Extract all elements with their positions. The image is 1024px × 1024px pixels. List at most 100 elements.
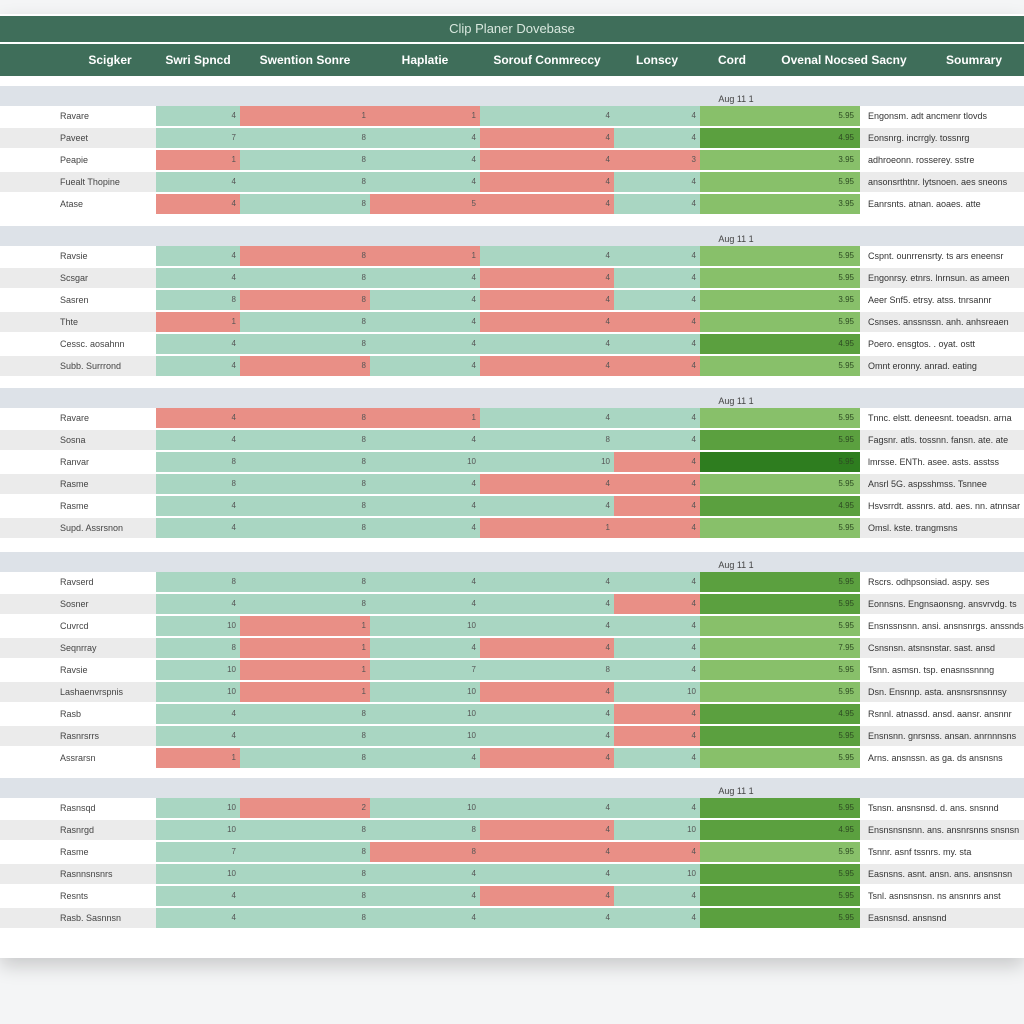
score-cell[interactable]: 8 <box>240 150 370 170</box>
score-cell[interactable]: 4 <box>614 430 700 450</box>
score-cell[interactable]: 8 <box>240 356 370 376</box>
score-cell[interactable]: 4 <box>480 908 614 928</box>
summary-cell[interactable]: Aeer Snf5. etrsy. atss. tnrsannr <box>868 295 992 305</box>
speaker-name-cell[interactable]: Scsgar <box>60 273 89 283</box>
score-cell[interactable]: 4 <box>480 106 614 126</box>
score-cell[interactable]: 4 <box>480 268 614 288</box>
score-cell[interactable]: 4 <box>156 726 240 746</box>
score-cell[interactable]: 1 <box>156 150 240 170</box>
score-cell[interactable]: 8 <box>240 128 370 148</box>
score-cell[interactable]: 8 <box>480 660 614 680</box>
table-row[interactable]: Ravserd 8 8 4 4 4 5.95 Rscrs. odhpsonsiad. aspy… <box>0 572 1024 592</box>
score-cell[interactable]: 4 <box>614 356 700 376</box>
overall-score-cell[interactable]: 5.95 <box>700 312 860 332</box>
summary-cell[interactable]: Tsnl. asnsnsnsn. ns ansnnrs anst <box>868 891 1001 901</box>
table-row[interactable]: Ravsie 4 8 1 4 4 5.95 Cspnt. ounrrensrty. ts ar… <box>0 246 1024 266</box>
score-cell[interactable]: 4 <box>156 430 240 450</box>
speaker-name-cell[interactable]: Fuealt Thopine <box>60 177 120 187</box>
column-header[interactable]: Sorouf Conmreccy <box>493 53 601 67</box>
speaker-name-cell[interactable]: Sasren <box>60 295 89 305</box>
score-cell[interactable]: 4 <box>480 682 614 702</box>
score-cell[interactable]: 1 <box>156 312 240 332</box>
score-cell[interactable]: 10 <box>156 682 240 702</box>
score-cell[interactable]: 4 <box>614 660 700 680</box>
overall-score-cell[interactable]: 7.95 <box>700 638 860 658</box>
score-cell[interactable]: 8 <box>240 290 370 310</box>
summary-cell[interactable]: Rsnnl. atnassd. ansd. aansr. ansnnr <box>868 709 1012 719</box>
score-cell[interactable]: 4 <box>370 864 480 884</box>
speaker-name-cell[interactable]: Cessc. aosahnn <box>60 339 125 349</box>
speaker-name-cell[interactable]: Resnts <box>60 891 89 901</box>
score-cell[interactable]: 4 <box>370 594 480 614</box>
score-cell[interactable]: 4 <box>614 908 700 928</box>
score-cell[interactable]: 4 <box>156 408 240 428</box>
score-cell[interactable]: 4 <box>370 748 480 768</box>
table-row[interactable]: Supd. Assrsnon 4 8 4 1 4 5.95 Omsl. kste. trang… <box>0 518 1024 538</box>
score-cell[interactable]: 4 <box>480 150 614 170</box>
speaker-name-cell[interactable]: Sosna <box>60 435 86 445</box>
overall-score-cell[interactable]: 4.95 <box>700 704 860 724</box>
score-cell[interactable]: 4 <box>614 886 700 906</box>
score-cell[interactable]: 4 <box>480 356 614 376</box>
speaker-name-cell[interactable]: Cuvrcd <box>60 621 89 631</box>
score-cell[interactable]: 10 <box>614 682 700 702</box>
overall-score-cell[interactable]: 3.95 <box>700 194 860 214</box>
score-cell[interactable]: 1 <box>370 106 480 126</box>
score-cell[interactable]: 4 <box>156 246 240 266</box>
score-cell[interactable]: 8 <box>370 842 480 862</box>
score-cell[interactable]: 4 <box>156 172 240 192</box>
score-cell[interactable]: 8 <box>240 496 370 516</box>
overall-score-cell[interactable]: 5.95 <box>700 886 860 906</box>
column-header[interactable]: Scigker <box>88 53 132 67</box>
score-cell[interactable]: 1 <box>240 106 370 126</box>
score-cell[interactable]: 8 <box>240 864 370 884</box>
score-cell[interactable]: 4 <box>614 452 700 472</box>
speaker-name-cell[interactable]: Supd. Assrsnon <box>60 523 124 533</box>
score-cell[interactable]: 10 <box>156 820 240 840</box>
table-row[interactable]: Ravsie 10 1 7 8 4 5.95 Tsnn. asmsn. tsp. enasns… <box>0 660 1024 680</box>
overall-score-cell[interactable]: 4.95 <box>700 334 860 354</box>
score-cell[interactable]: 4 <box>480 842 614 862</box>
summary-cell[interactable]: Eonsnrg. incrrgly. tossnrg <box>868 133 970 143</box>
summary-cell[interactable]: Csnses. anssnssn. anh. anhsreaen <box>868 317 1009 327</box>
table-row[interactable]: Sosner 4 8 4 4 4 5.95 Eonnsns. Engnsaonsng. ans… <box>0 594 1024 614</box>
summary-cell[interactable]: Tsnsn. ansnsnsd. d. ans. snsnnd <box>868 803 999 813</box>
score-cell[interactable]: 4 <box>480 748 614 768</box>
score-cell[interactable]: 8 <box>240 594 370 614</box>
overall-score-cell[interactable]: 5.95 <box>700 172 860 192</box>
score-cell[interactable]: 8 <box>240 886 370 906</box>
overall-score-cell[interactable]: 5.95 <box>700 452 860 472</box>
score-cell[interactable]: 4 <box>370 474 480 494</box>
score-cell[interactable]: 8 <box>480 430 614 450</box>
table-row[interactable]: Rasme 4 8 4 4 4 4.95 Hsvsrrdt. assnrs. atd. aes… <box>0 496 1024 516</box>
score-cell[interactable]: 10 <box>614 864 700 884</box>
score-cell[interactable]: 8 <box>240 172 370 192</box>
overall-score-cell[interactable]: 5.95 <box>700 842 860 862</box>
score-cell[interactable]: 4 <box>480 496 614 516</box>
score-cell[interactable]: 4 <box>480 572 614 592</box>
score-cell[interactable]: 10 <box>370 452 480 472</box>
table-row[interactable]: Assrarsn 1 8 4 4 4 5.95 Arns. ansnssn. as ga. d… <box>0 748 1024 768</box>
score-cell[interactable]: 1 <box>240 660 370 680</box>
overall-score-cell[interactable]: 5.95 <box>700 864 860 884</box>
score-cell[interactable]: 4 <box>614 518 700 538</box>
summary-cell[interactable]: Eanrsnts. atnan. aoaes. atte <box>868 199 981 209</box>
score-cell[interactable]: 8 <box>240 452 370 472</box>
score-cell[interactable]: 4 <box>156 886 240 906</box>
score-cell[interactable]: 4 <box>370 356 480 376</box>
overall-score-cell[interactable]: 5.95 <box>700 268 860 288</box>
score-cell[interactable]: 4 <box>156 356 240 376</box>
score-cell[interactable]: 4 <box>480 128 614 148</box>
table-row[interactable]: Lashaenvrspnis 10 1 10 4 10 5.95 Dsn. Ensnnp. a… <box>0 682 1024 702</box>
summary-cell[interactable]: Engonsm. adt ancmenr tlovds <box>868 111 988 121</box>
table-row[interactable]: Fuealt Thopine 4 8 4 4 4 5.95 ansonsrthtnr. lyt… <box>0 172 1024 192</box>
speaker-name-cell[interactable]: Ravserd <box>60 577 94 587</box>
score-cell[interactable]: 4 <box>480 312 614 332</box>
speaker-name-cell[interactable]: Ravare <box>60 413 90 423</box>
score-cell[interactable]: 4 <box>370 908 480 928</box>
score-cell[interactable]: 4 <box>370 172 480 192</box>
score-cell[interactable]: 4 <box>614 128 700 148</box>
table-row[interactable]: Sasren 8 8 4 4 4 3.95 Aeer Snf5. etrsy. atss. t… <box>0 290 1024 310</box>
summary-cell[interactable]: adhroeonn. rosserey. sstre <box>868 155 975 165</box>
score-cell[interactable]: 4 <box>370 496 480 516</box>
